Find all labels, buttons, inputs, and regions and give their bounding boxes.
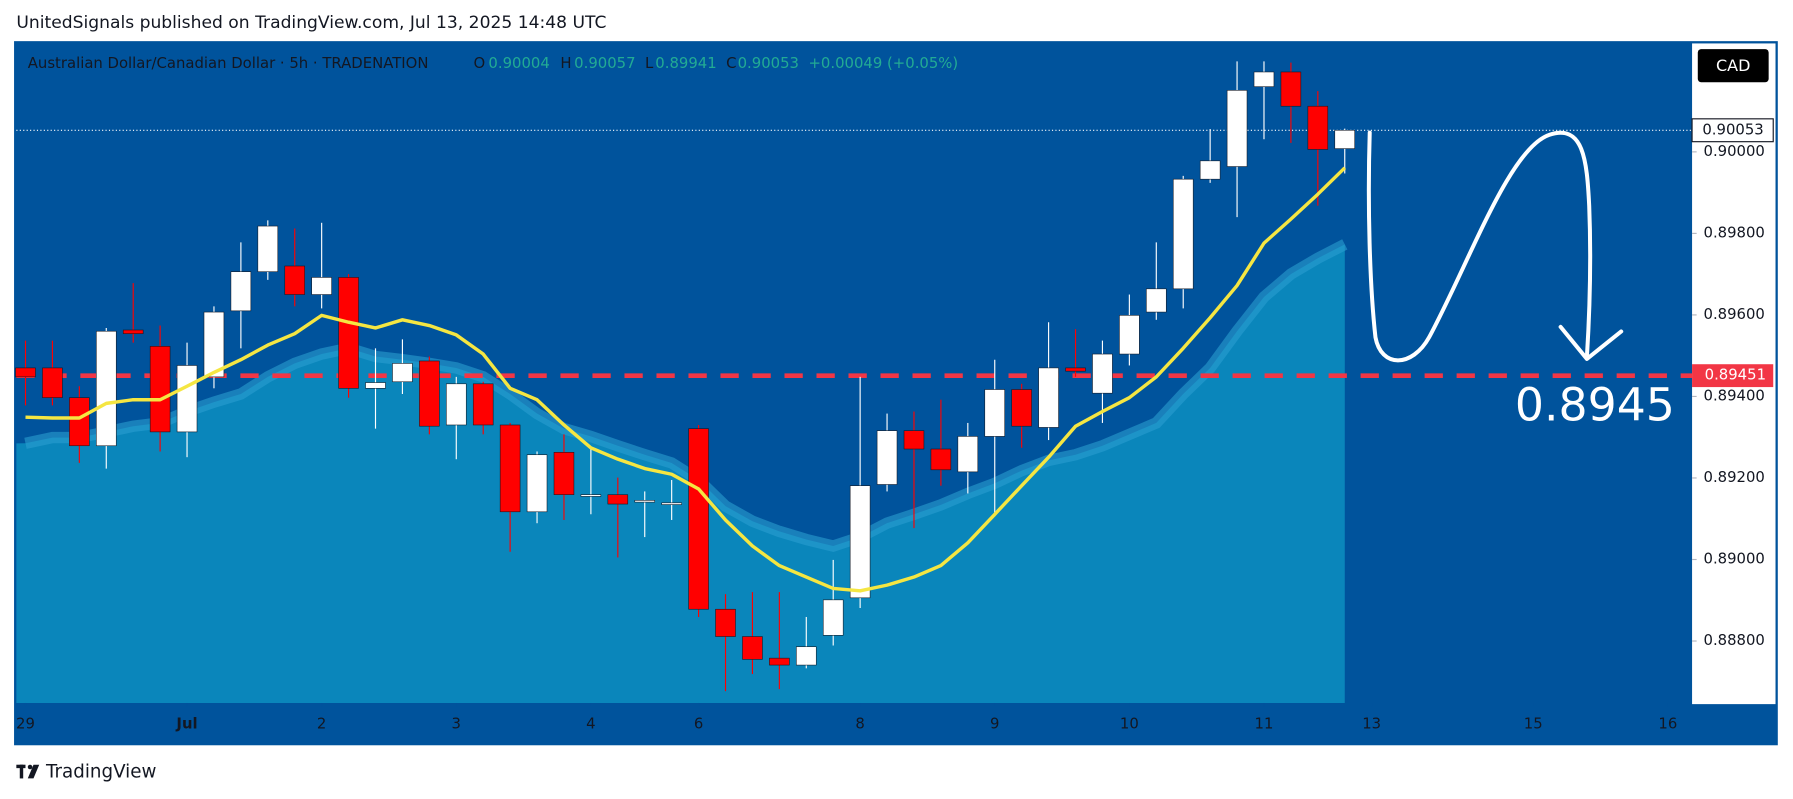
footer-logo <box>16 764 40 779</box>
candle-body <box>1307 105 1329 150</box>
candle-body <box>903 430 925 450</box>
candle-body <box>419 360 440 427</box>
x-tick-label: 2 <box>317 715 326 733</box>
level-label-box <box>1692 364 1774 388</box>
y-tick-label: 0.88800 <box>1704 631 1765 649</box>
forecast-arrow <box>1366 130 1624 363</box>
candle-body <box>338 277 359 389</box>
candle-body <box>1253 71 1275 87</box>
legend-key: C <box>726 54 736 72</box>
candle-body <box>580 494 602 497</box>
logo-part <box>19 764 24 779</box>
candle-body <box>1226 90 1248 167</box>
candle-body <box>984 389 1005 437</box>
candle-body <box>553 452 575 495</box>
candle-body <box>769 657 790 666</box>
candle-body <box>1199 160 1221 180</box>
legend-value: 0.89941 <box>655 54 716 72</box>
candle-body <box>688 428 709 610</box>
candle-body <box>849 485 871 599</box>
x-tick-label: 16 <box>1658 715 1677 733</box>
candle-body <box>257 225 279 272</box>
ma-area-edge <box>24 239 1348 552</box>
y-tick-label: 0.89000 <box>1704 549 1765 567</box>
y-tick-label: 0.89800 <box>1704 223 1765 241</box>
x-tick-label: 29 <box>16 715 35 733</box>
candle-body <box>957 436 979 473</box>
currency-box <box>1697 49 1769 83</box>
candle-body <box>1146 288 1167 313</box>
y-tick-label: 0.89200 <box>1704 468 1765 486</box>
y-tick-label: 0.89600 <box>1704 305 1765 323</box>
x-tick-label: 4 <box>586 715 595 733</box>
candle-body <box>607 494 629 505</box>
y-tick-label: 0.89400 <box>1704 386 1765 404</box>
currency: CAD <box>1716 56 1750 75</box>
candle-body <box>365 382 386 389</box>
candle-body <box>392 363 413 383</box>
candle-body <box>96 330 117 447</box>
candle-body <box>203 311 225 378</box>
candle-body <box>715 608 736 637</box>
legend-value: 0.90004 <box>488 54 549 72</box>
candle-body <box>499 424 521 513</box>
y-tick-label: 0.90000 <box>1704 142 1765 160</box>
x-tick-label: 10 <box>1120 715 1139 733</box>
candle-body <box>15 367 36 378</box>
candle-body <box>149 346 171 433</box>
target-annotation: 0.8945 <box>1515 379 1675 432</box>
plot: 0.90000 0.89800 0.89600 0.89400 0.89200 0.890… <box>15 61 1774 733</box>
candle-body <box>176 365 198 433</box>
candle-body <box>1334 129 1356 149</box>
candle-body <box>742 636 763 660</box>
current-price-box <box>1691 118 1774 143</box>
candle-body <box>69 397 90 447</box>
x-tick-label: 15 <box>1524 715 1543 733</box>
candle-body <box>796 646 817 666</box>
x-tick-label: 11 <box>1255 715 1274 733</box>
candle-body <box>1280 71 1302 107</box>
candle-body <box>1038 367 1059 428</box>
candle-body <box>1011 389 1032 427</box>
current-price-label: 0.90053 <box>1702 120 1763 138</box>
x-tick-label: Jul <box>175 715 197 733</box>
legend-value: 0.90053 <box>738 54 799 72</box>
candle-body <box>876 430 898 485</box>
logo-part <box>27 764 40 779</box>
x-tick-label: 9 <box>990 715 999 733</box>
ma-line <box>25 166 1347 593</box>
x-tick-label: 6 <box>694 715 703 733</box>
candle-body <box>42 367 63 398</box>
candle-body <box>472 383 494 426</box>
level-label: 0.89451 <box>1705 366 1766 384</box>
footer-brand: TradingView <box>45 762 156 783</box>
x-tick-label: 3 <box>452 715 461 733</box>
candle-body <box>1092 353 1113 394</box>
candle-body <box>634 500 655 503</box>
candle-body <box>526 454 548 513</box>
legend-change: +0.00049 (+0.05%) <box>808 54 958 72</box>
candle-body <box>1172 178 1194 290</box>
candle-body <box>122 329 144 334</box>
candle-body <box>311 277 332 295</box>
candle-body <box>661 502 682 505</box>
candle-body <box>1065 367 1086 372</box>
legend-key: L <box>645 54 654 72</box>
x-tick-label: 8 <box>855 715 864 733</box>
candle-body <box>446 383 467 426</box>
x-tick-label: 13 <box>1362 715 1381 733</box>
publish-header: UnitedSignals published on TradingView.c… <box>16 13 606 33</box>
legend-key: O <box>474 54 486 72</box>
legend-value: 0.90057 <box>574 54 635 72</box>
legend-key: H <box>560 54 571 72</box>
candle-body <box>822 599 844 636</box>
candle-body <box>930 448 952 471</box>
candle-body <box>230 271 252 312</box>
symbol: Australian Dollar/Canadian Dollar · 5h ·… <box>28 54 429 72</box>
candle-body <box>284 265 305 295</box>
logo-part <box>27 764 33 770</box>
candle-body <box>1119 315 1140 355</box>
